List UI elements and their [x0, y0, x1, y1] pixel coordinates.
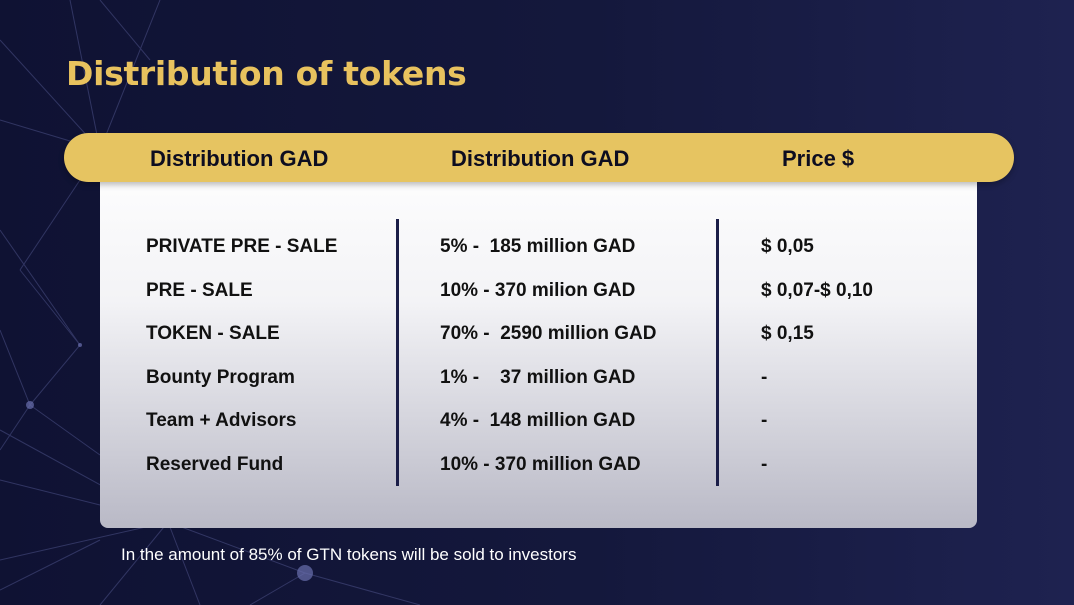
row-name: TOKEN - SALE [146, 323, 280, 344]
row-distribution: 10% - 370 milion GAD [440, 280, 636, 301]
row-price: $ 0,15 [761, 323, 814, 344]
slide-title: Distribution of tokens [66, 54, 467, 93]
row-price: - [761, 410, 768, 431]
column-header-name: Distribution GAD [150, 146, 329, 171]
row-distribution: 5% - 185 million GAD [440, 236, 636, 257]
row-price: $ 0,05 [761, 236, 814, 257]
row-distribution: 1% - 37 million GAD [440, 367, 636, 388]
table-header-bar: Distribution GAD Distribution GAD Price … [64, 133, 1014, 182]
row-distribution: 70% - 2590 million GAD [440, 323, 657, 344]
table-card [100, 150, 977, 528]
row-name: Reserved Fund [146, 454, 284, 475]
row-name: Bounty Program [146, 367, 295, 388]
row-price: $ 0,07-$ 0,10 [761, 280, 873, 301]
footnote: In the amount of 85% of GTN tokens will … [121, 545, 577, 564]
row-distribution: 10% - 370 million GAD [440, 454, 641, 475]
column-divider-right [716, 219, 719, 486]
row-name: PRIVATE PRE - SALE [146, 236, 338, 257]
row-distribution: 4% - 148 million GAD [440, 410, 636, 431]
column-header-distribution: Distribution GAD [451, 146, 630, 171]
column-header-price: Price $ [782, 146, 855, 171]
row-name: Team + Advisors [146, 410, 297, 431]
column-divider-left [396, 219, 399, 486]
row-price: - [761, 454, 768, 475]
row-price: - [761, 367, 768, 388]
row-name: PRE - SALE [146, 280, 253, 301]
